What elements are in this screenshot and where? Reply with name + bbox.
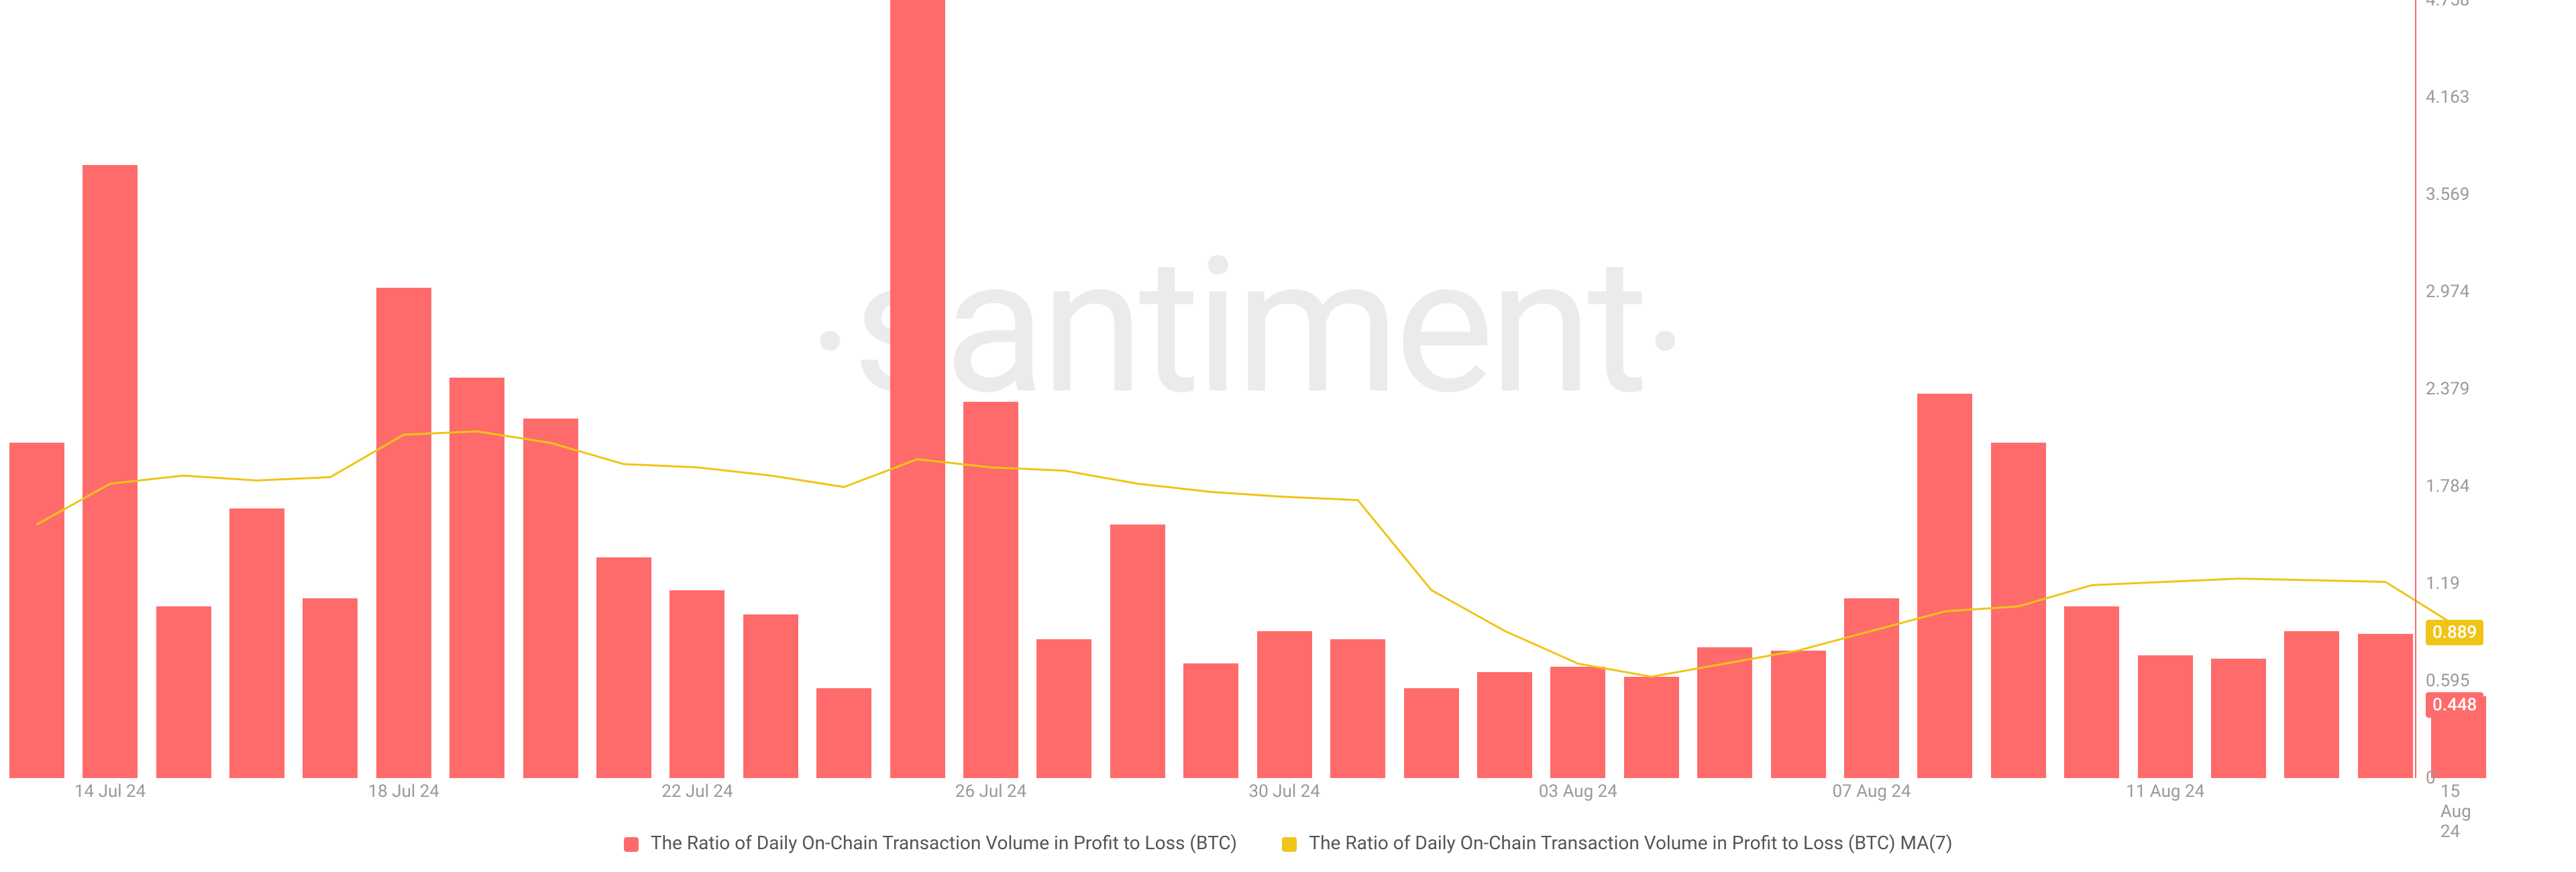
bar	[1550, 667, 1605, 778]
x-tick-label: 18 Jul 24	[368, 781, 439, 802]
legend-swatch-bar	[624, 837, 639, 852]
y-tick-label: 3.569	[2426, 184, 2469, 205]
bar	[1257, 631, 1312, 778]
y-tick-label: 2.974	[2426, 282, 2469, 302]
bar	[1917, 394, 1972, 778]
bar	[2358, 634, 2413, 778]
bar	[963, 402, 1018, 778]
bar	[890, 0, 945, 778]
bar	[1110, 525, 1165, 778]
bar	[156, 606, 211, 778]
legend-swatch-line	[1282, 837, 1297, 852]
legend-label-line: The Ratio of Daily On-Chain Transaction …	[1309, 832, 1952, 854]
bar	[1477, 672, 1532, 778]
legend-label-bar: The Ratio of Daily On-Chain Transaction …	[651, 832, 1237, 854]
legend-item-line: The Ratio of Daily On-Chain Transaction …	[1282, 832, 1953, 854]
bar	[743, 614, 798, 778]
y-tick-label: 4.758	[2426, 0, 2469, 10]
bar	[1183, 663, 1238, 778]
y-tick-label: 2.379	[2426, 379, 2469, 399]
bar	[229, 508, 284, 778]
y-tick-label: 0.595	[2426, 671, 2469, 691]
x-tick-label: 03 Aug 24	[1539, 781, 1617, 802]
bar	[83, 165, 138, 778]
bar	[1036, 639, 1091, 778]
x-tick-label: 11 Aug 24	[2126, 781, 2204, 802]
bar	[1844, 598, 1899, 778]
bar	[1330, 639, 1385, 778]
bar	[669, 590, 724, 778]
y-axis-line	[2415, 0, 2416, 778]
x-axis: 14 Jul 24 18 Jul 24 22 Jul 24 26 Jul 24 30 J…	[0, 781, 2496, 815]
plot-area	[0, 0, 2496, 778]
x-tick-label: 07 Aug 24	[1832, 781, 1911, 802]
bar	[596, 557, 651, 778]
y-tick-label: 1.784	[2426, 476, 2469, 496]
chart-container: santiment 00.5951.191.7842.3792.9743.569…	[0, 0, 2496, 778]
bar	[9, 443, 64, 778]
current-line-value-badge: 0.889	[2426, 620, 2483, 645]
bar	[376, 288, 431, 778]
legend: The Ratio of Daily On-Chain Transaction …	[0, 832, 2576, 854]
bar	[1771, 651, 1826, 778]
y-axis: 00.5951.191.7842.3792.9743.5694.1634.758…	[2415, 0, 2496, 778]
current-bar-value-badge: 0.448	[2426, 692, 2483, 718]
bar	[1991, 443, 2046, 778]
bar	[1404, 688, 1459, 778]
x-tick-label: 30 Jul 24	[1249, 781, 1320, 802]
bar	[2211, 659, 2266, 778]
bar	[2138, 655, 2193, 778]
bar	[2284, 631, 2339, 778]
bar	[816, 688, 871, 778]
y-tick-label: 1.19	[2426, 574, 2460, 594]
x-tick-label: 26 Jul 24	[955, 781, 1026, 802]
bar	[1624, 677, 1679, 778]
y-tick-label: 4.163	[2426, 87, 2469, 107]
bar	[449, 378, 504, 778]
bar	[523, 419, 578, 778]
x-tick-label: 22 Jul 24	[661, 781, 733, 802]
bar	[1697, 647, 1752, 778]
y-tick-label: 0	[2426, 768, 2436, 788]
legend-item-bar: The Ratio of Daily On-Chain Transaction …	[624, 832, 1238, 854]
bar	[2064, 606, 2119, 778]
x-tick-label: 14 Jul 24	[74, 781, 146, 802]
bar	[303, 598, 358, 778]
